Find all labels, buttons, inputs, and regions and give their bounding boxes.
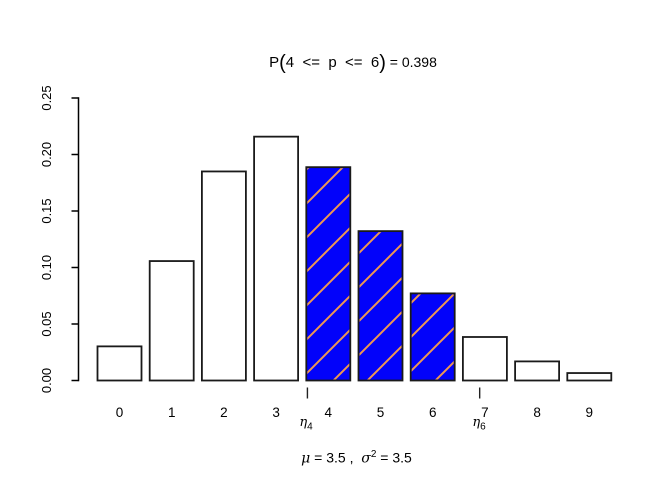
bar-hatch-overlay (411, 294, 454, 380)
bar-hatch-overlay (359, 232, 402, 380)
bar (96, 345, 143, 382)
title-close-paren: ) (379, 52, 386, 74)
y-tick-label: 0.25 (39, 85, 54, 110)
title-body: 4 <= p <= 6 (285, 54, 380, 71)
bar (200, 170, 247, 382)
x-tick-label: 3 (272, 405, 280, 420)
y-tick-label: 0.10 (39, 255, 54, 280)
bar (566, 372, 613, 382)
caption-eq2: = 3.5 (376, 449, 412, 466)
eta4-subscript: 4 (307, 421, 313, 433)
sigma-exponent: 2 (370, 449, 377, 460)
x-tick-label: 8 (533, 405, 541, 420)
x-tick-label: 9 (586, 405, 594, 420)
bar (253, 135, 300, 382)
eta4-marker-label: η4 (291, 414, 321, 433)
bar (148, 260, 195, 382)
x-tick-label: 6 (429, 405, 437, 420)
chart-title: P(4 <= p <= 6) = 0.398 (79, 51, 627, 74)
x-tick-label: 5 (377, 405, 385, 420)
title-result: = 0.398 (385, 54, 437, 70)
title-prefix: P (269, 54, 280, 71)
x-tick-label: 0 (116, 405, 124, 420)
bar-hatch-overlay (307, 168, 350, 380)
x-tick-label: 4 (325, 405, 333, 420)
mu-glyph: μ (301, 450, 311, 467)
bar (514, 360, 560, 382)
x-tick-label: 1 (168, 405, 176, 420)
bar (461, 336, 508, 382)
y-tick-label: 0.15 (39, 198, 54, 223)
y-tick-label: 0.20 (39, 142, 54, 167)
eta-glyph: η (472, 415, 481, 430)
eta-glyph: η (299, 415, 308, 430)
title-open-paren: ( (279, 52, 286, 74)
y-tick-label: 0.05 (39, 311, 54, 336)
sigma-glyph: σ (361, 450, 371, 467)
caption-eq1: = 3.5 , (310, 449, 362, 466)
x-tick-label: 2 (220, 405, 228, 420)
x-tick-label: 7 (481, 405, 489, 420)
x-axis-caption: μ = 3.5 , σ2 = 3.5 (79, 449, 634, 467)
y-tick-label: 0.00 (39, 368, 54, 393)
eta6-subscript: 6 (480, 421, 486, 433)
eta6-marker-label: η6 (464, 414, 494, 433)
